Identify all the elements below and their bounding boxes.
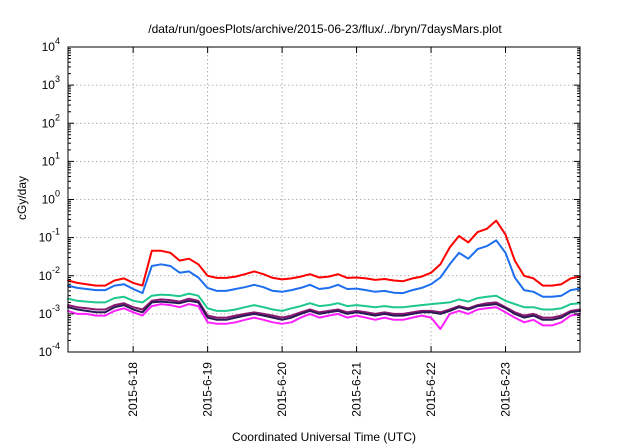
x-tick-label: 2015-6-19 xyxy=(201,362,215,417)
x-axis-label: Coordinated Universal Time (UTC) xyxy=(232,430,416,444)
y-tick-label: 100 xyxy=(42,189,60,207)
x-tick-label: 2015-6-18 xyxy=(126,362,140,417)
chart-title: /data/run/goesPlots/archive/2015-06-23/f… xyxy=(148,22,502,36)
series-line-1 xyxy=(67,219,581,287)
series-line-4 xyxy=(67,297,581,319)
y-axis-label: cGy/day xyxy=(15,176,29,220)
y-tick-label: 10-3 xyxy=(39,303,60,321)
plot-frame xyxy=(67,46,581,353)
y-tick-label: 10-4 xyxy=(39,341,60,359)
y-tick-label: 104 xyxy=(42,36,60,54)
series-group xyxy=(67,219,581,330)
series-line-2 xyxy=(67,239,581,298)
x-tick-label: 2015-6-20 xyxy=(275,362,289,417)
x-tick-label: 2015-6-22 xyxy=(424,362,438,417)
y-tick-label: 10-2 xyxy=(39,265,60,283)
y-tick-label: 103 xyxy=(42,74,60,92)
series-line-3 xyxy=(67,292,581,312)
series-line-5 xyxy=(67,299,581,321)
grid xyxy=(68,47,580,352)
x-tick-label: 2015-6-23 xyxy=(499,362,513,417)
y-tick-label: 102 xyxy=(42,112,60,130)
series-line-6 xyxy=(67,303,581,330)
y-tick-label: 10-1 xyxy=(39,227,60,245)
tick-group: 10-4 10-3 10-2 10-1 100 101 102 103 104 2015-6-18… xyxy=(39,36,580,417)
y-tick-label: 101 xyxy=(42,150,60,168)
x-tick-label: 2015-6-21 xyxy=(350,362,364,417)
